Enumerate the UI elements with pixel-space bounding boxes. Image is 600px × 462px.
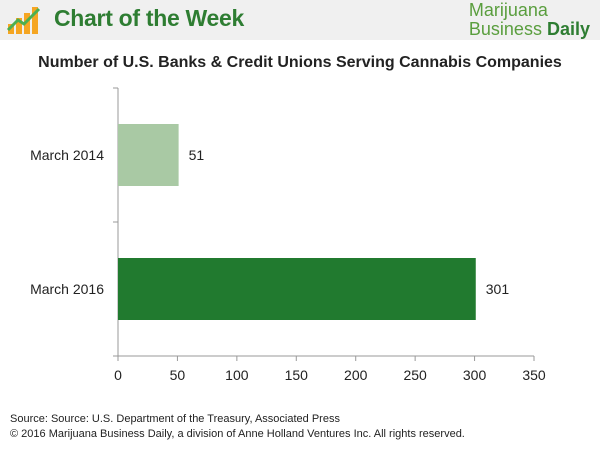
x-tick-label: 0 [114, 367, 122, 383]
data-label: 51 [189, 147, 205, 163]
x-tick-label: 200 [344, 367, 368, 383]
copyright-note: © 2016 Marijuana Business Daily, a divis… [10, 428, 465, 440]
data-label: 301 [486, 281, 510, 297]
brand-daily: Daily [546, 19, 590, 39]
bar-chart-logo-icon [6, 7, 41, 34]
x-tick-label: 100 [225, 367, 249, 383]
category-label: March 2016 [30, 281, 104, 297]
brand-business: Business [468, 19, 542, 39]
header-bar: Chart of the Week Marijuana Business Dai… [0, 0, 600, 40]
bar [118, 124, 179, 186]
x-tick-label: 300 [463, 367, 487, 383]
source-note: Source: Source: U.S. Department of the T… [10, 413, 340, 425]
chart-title: Number of U.S. Banks & Credit Unions Ser… [38, 54, 562, 71]
brand-line-2: Business Daily [469, 20, 590, 39]
brand-logo: Marijuana Business Daily [469, 1, 590, 39]
category-label: March 2014 [30, 147, 104, 163]
x-tick-label: 350 [522, 367, 546, 383]
bar-chart: 0 50 100 150 200 250 300 350 March 2014 51 March 2… [30, 87, 546, 383]
brand-line-1: Marijuana [468, 0, 548, 20]
x-tick-label: 150 [285, 367, 309, 383]
header-title: Chart of the Week [54, 5, 245, 31]
bar [118, 258, 476, 320]
x-tick-label: 250 [403, 367, 427, 383]
footer: Source: Source: U.S. Department of the T… [10, 412, 465, 442]
x-tick-label: 50 [170, 367, 186, 383]
